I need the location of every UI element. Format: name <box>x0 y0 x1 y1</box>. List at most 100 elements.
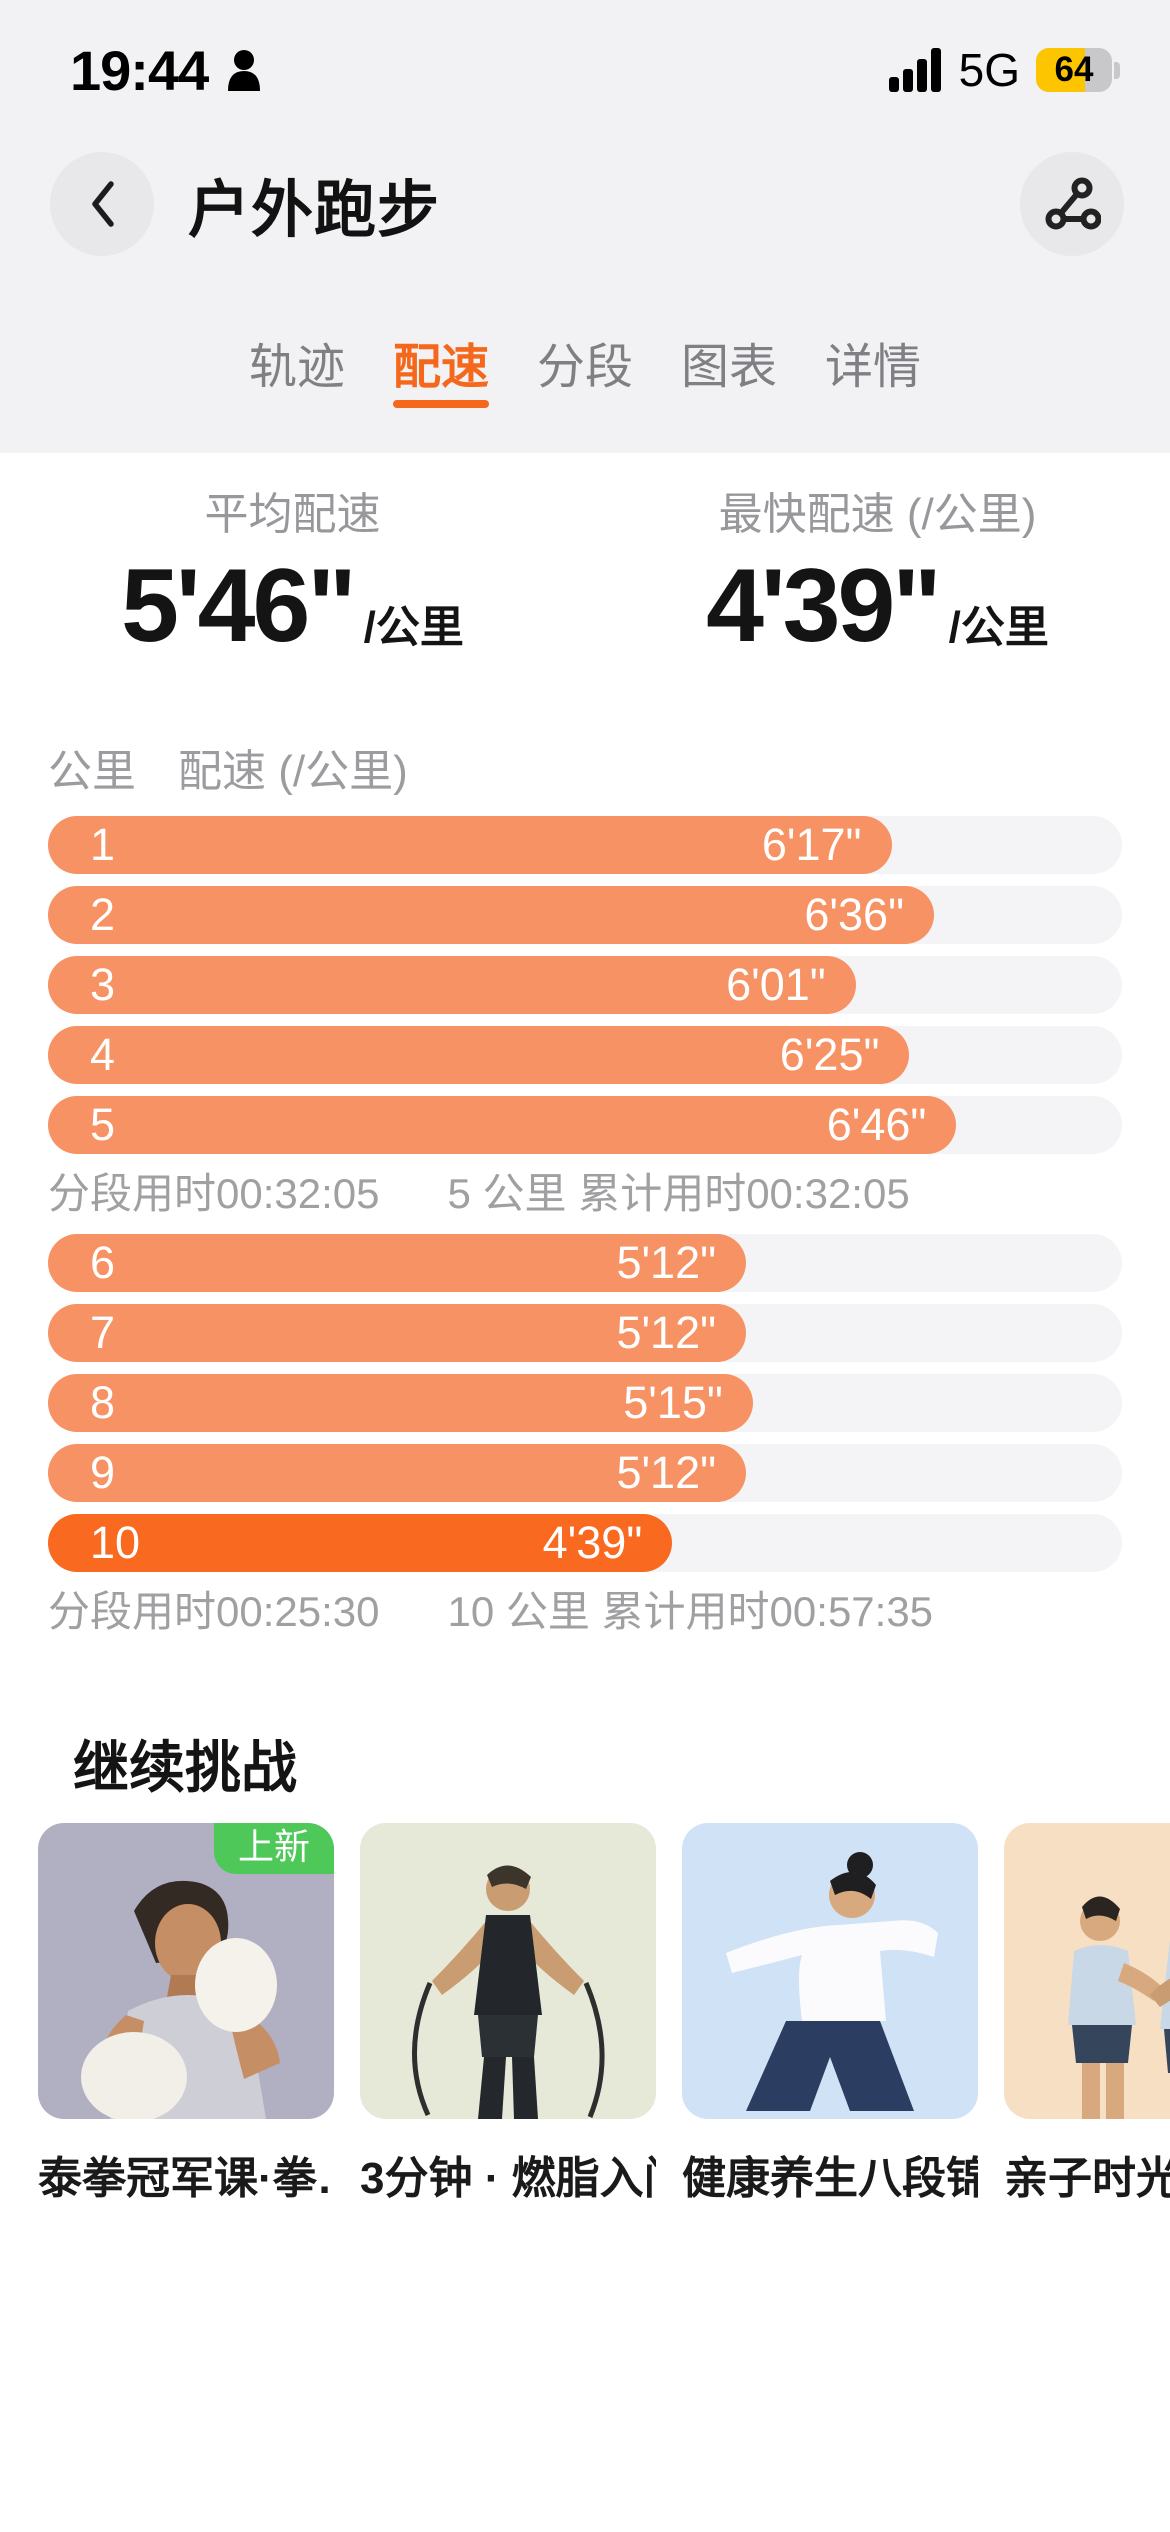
tab-bar: 轨迹 配速 分段 图表 详情 <box>0 343 1170 393</box>
segment-summary: 分段用时00:25:30 10 公里 累计用时00:57:35 <box>48 1590 1122 1634</box>
stat-value: 4'39" <box>706 548 942 664</box>
tab-配速[interactable]: 配速 <box>392 341 489 394</box>
bar-km-label: 8 <box>90 1377 116 1428</box>
stat-label: 平均配速 <box>204 490 381 539</box>
battery-indicator: 64 <box>1036 48 1120 92</box>
cumulative-time-label: 5 公里 累计用时00:32:05 <box>447 1170 910 1217</box>
pace-bar-km-1: 1 6'17" <box>48 816 892 874</box>
bar-km-label: 3 <box>90 959 116 1010</box>
share-button[interactable] <box>1020 152 1124 256</box>
pace-bar-track-km-8: 8 5'15" <box>48 1374 1122 1432</box>
pace-bar-track-km-7: 7 5'12" <box>48 1304 1122 1362</box>
nav-bar: 户外跑步 <box>50 152 1124 256</box>
pace-bar-track-km-6: 6 5'12" <box>48 1234 1122 1292</box>
pace-bar-km-6: 6 5'12" <box>48 1234 747 1292</box>
recommendations-section: 继续挑战 上新 泰拳冠军课·拳… 3分钟 · 燃脂入门 健康养生八段锦 <box>0 1740 1170 2203</box>
bar-km-label: 9 <box>90 1447 116 1498</box>
course-card[interactable]: 上新 泰拳冠军课·拳… <box>38 1823 334 2203</box>
pace-bar-km-2: 2 6'36" <box>48 886 935 944</box>
bar-pace-label: 5'15" <box>623 1377 723 1428</box>
bar-pace-label: 6'25" <box>779 1029 880 1080</box>
bar-pace-label: 4'39" <box>542 1517 643 1568</box>
bar-pace-label: 5'12" <box>616 1237 717 1288</box>
stat-value-row: 5'46"/公里 <box>121 548 464 664</box>
pace-bar-track-km-9: 9 5'12" <box>48 1444 1122 1502</box>
bar-pace-label: 6'01" <box>726 959 826 1010</box>
pace-bar-track-km-3: 3 6'01" <box>48 956 1122 1014</box>
chart-col-km-label: 公里 <box>48 747 136 796</box>
share-route-icon <box>1043 177 1101 231</box>
chart-groups: 1 6'17" 2 6'36" 3 6'01" 4 6'25" 5 6'46" 分段用时00:32:… <box>48 816 1122 1634</box>
pace-bar-km-5: 5 6'46" <box>48 1096 957 1154</box>
course-card[interactable]: 健康养生八段锦 <box>682 1823 978 2203</box>
cellular-signal-icon <box>888 48 943 92</box>
segment-time-label: 分段用时00:32:05 <box>48 1170 380 1217</box>
pace-chart: 公里 配速 (/公里) 1 6'17" 2 6'36" 3 6'01" 4 6'25" 5 6'4… <box>48 750 1122 1652</box>
bar-km-label: 10 <box>90 1517 141 1568</box>
bar-km-label: 1 <box>90 819 116 870</box>
stat-average-pace: 平均配速 5'46"/公里 <box>0 490 585 664</box>
stat-fastest-pace: 最快配速 (/公里) 4'39"/公里 <box>585 490 1170 664</box>
course-card-title: 亲子时光·汗 <box>1004 2155 1170 2203</box>
pace-bar-track-km-1: 1 6'17" <box>48 816 1122 874</box>
pace-bar-km-10: 10 4'39" <box>48 1514 673 1572</box>
page-title: 户外跑步 <box>188 176 441 245</box>
jump-rope-illustration <box>360 1823 656 2119</box>
tab-分段[interactable]: 分段 <box>536 341 633 394</box>
new-badge: 上新 <box>213 1823 334 1874</box>
stat-value-row: 4'39"/公里 <box>706 548 1049 664</box>
pace-stats: 平均配速 5'46"/公里 最快配速 (/公里) 4'39"/公里 <box>0 490 1170 664</box>
bar-km-label: 2 <box>90 889 116 940</box>
course-card-title: 3分钟 · 燃脂入门 <box>360 2155 656 2203</box>
stat-label: 最快配速 (/公里) <box>718 490 1037 539</box>
tab-详情[interactable]: 详情 <box>825 341 922 394</box>
course-card-title: 健康养生八段锦 <box>682 2155 978 2203</box>
pace-bar-track-km-4: 4 6'25" <box>48 1026 1122 1084</box>
bar-km-label: 5 <box>90 1099 116 1150</box>
pace-bar-track-km-10: 10 4'39" <box>48 1514 1122 1572</box>
bar-pace-label: 6'36" <box>804 889 905 940</box>
stat-value: 5'46" <box>121 548 357 664</box>
pace-bar-track-km-5: 5 6'46" <box>48 1096 1122 1154</box>
battery-nub <box>1114 61 1120 79</box>
section-title: 继续挑战 <box>73 1736 297 1799</box>
pace-bar-km-3: 3 6'01" <box>48 956 856 1014</box>
segment-time-label: 分段用时00:25:30 <box>48 1588 380 1635</box>
chart-col-pace-label: 配速 (/公里) <box>178 747 408 796</box>
pace-bar-km-9: 9 5'12" <box>48 1444 747 1502</box>
stat-unit: /公里 <box>948 603 1049 652</box>
network-type-label: 5G <box>958 44 1020 96</box>
back-button[interactable] <box>50 152 154 256</box>
battery-percent: 64 <box>1054 50 1094 89</box>
status-time: 19:44 <box>70 38 209 102</box>
bar-pace-label: 5'12" <box>616 1447 717 1498</box>
course-card[interactable]: 3分钟 · 燃脂入门 <box>360 1823 656 2203</box>
pace-bar-km-8: 8 5'15" <box>48 1374 753 1432</box>
bar-pace-label: 5'12" <box>616 1307 717 1358</box>
bar-km-label: 4 <box>90 1029 116 1080</box>
status-left: 19:44 <box>70 38 262 103</box>
course-card[interactable]: 亲子时光·汗 <box>1004 1823 1170 2203</box>
pace-bar-track-km-2: 2 6'36" <box>48 886 1122 944</box>
bar-pace-label: 6'46" <box>826 1099 927 1150</box>
user-icon <box>226 49 262 91</box>
chevron-left-icon <box>86 177 118 231</box>
tab-图表[interactable]: 图表 <box>681 341 778 394</box>
bar-pace-label: 6'17" <box>761 819 862 870</box>
segment-summary: 分段用时00:32:05 5 公里 累计用时00:32:05 <box>48 1172 1122 1216</box>
tab-轨迹[interactable]: 轨迹 <box>248 341 345 394</box>
status-bar: 19:44 5G 64 <box>70 39 1120 102</box>
bar-km-label: 7 <box>90 1307 116 1358</box>
family-illustration <box>1004 1823 1170 2119</box>
tai-chi-illustration <box>682 1823 978 2119</box>
battery-fill <box>1036 48 1085 92</box>
cumulative-time-label: 10 公里 累计用时00:57:35 <box>447 1588 934 1635</box>
pace-bar-km-4: 4 6'25" <box>48 1026 910 1084</box>
header-section: 19:44 5G 64 <box>0 0 1170 453</box>
pace-bar-km-7: 7 5'12" <box>48 1304 747 1362</box>
status-right: 5G 64 <box>888 43 1120 97</box>
stat-unit: /公里 <box>363 603 464 652</box>
boxing-illustration: 上新 <box>38 1823 334 2119</box>
